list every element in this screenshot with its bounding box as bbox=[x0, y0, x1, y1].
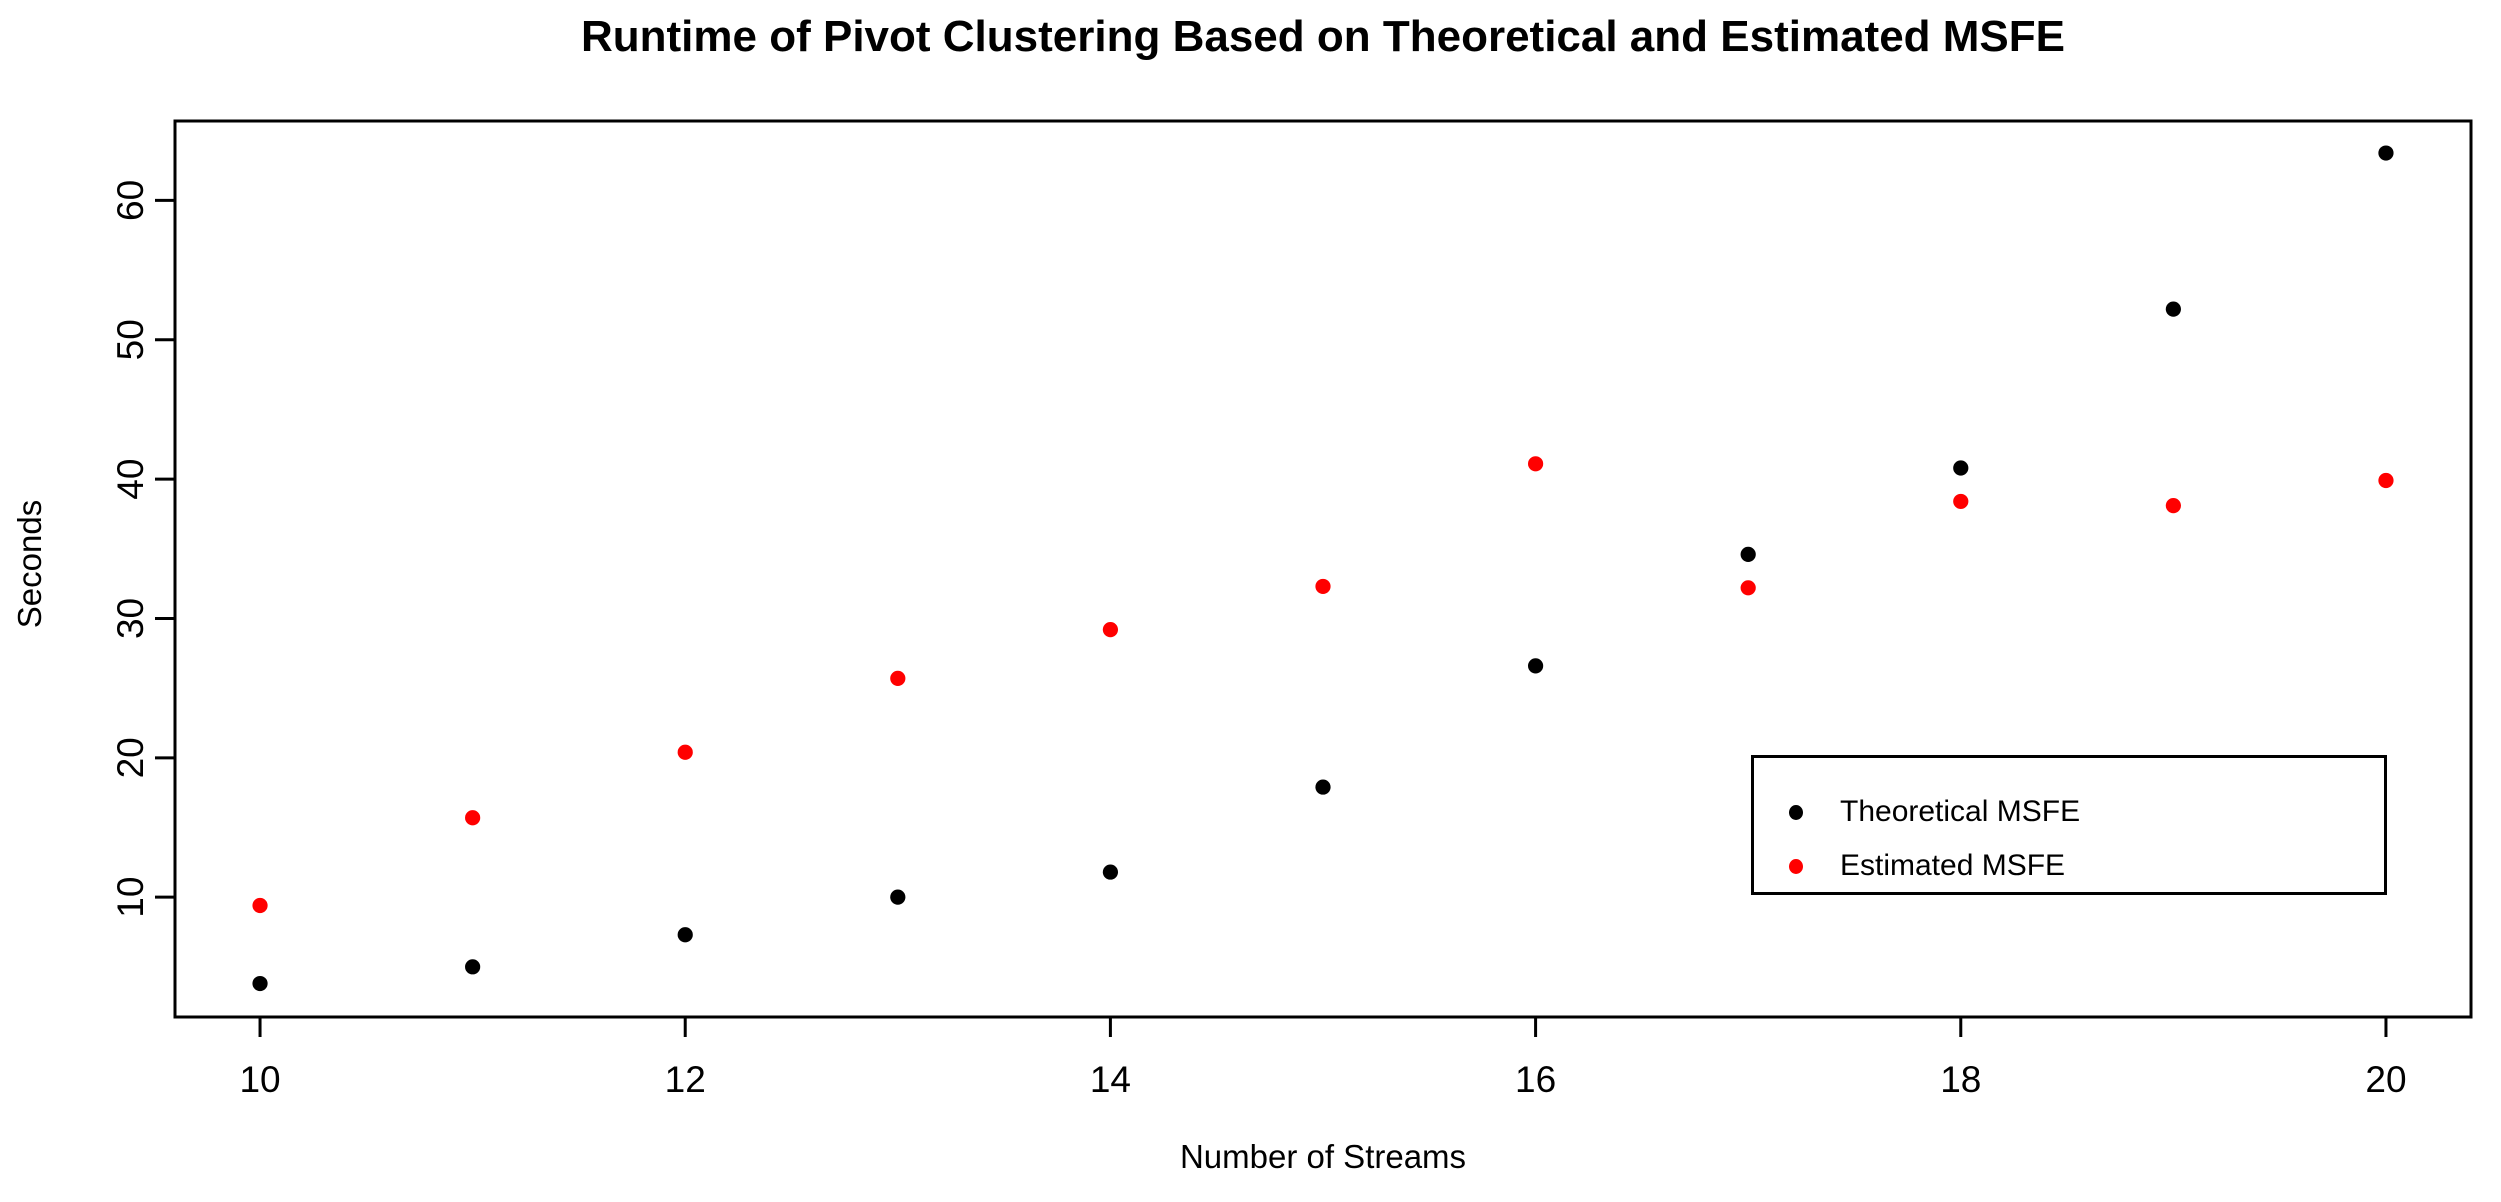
data-point-estimated-x10 bbox=[252, 897, 268, 914]
y-tick-label: 20 bbox=[110, 737, 151, 778]
legend-item-estimated: Estimated MSFE bbox=[1754, 846, 2384, 886]
data-point-theoretical-x12 bbox=[677, 927, 693, 943]
data-point-estimated-x13 bbox=[890, 670, 906, 686]
x-tick-label: 10 bbox=[239, 1059, 280, 1100]
data-point-theoretical-x14 bbox=[1102, 864, 1119, 880]
legend: Theoretical MSFE Estimated MSFE bbox=[1751, 755, 2387, 895]
data-point-estimated-x15 bbox=[1315, 578, 1331, 595]
y-tick-label: 30 bbox=[110, 598, 151, 639]
data-point-estimated-x12 bbox=[677, 744, 693, 760]
x-axis-title: Number of Streams bbox=[1179, 1138, 1467, 1175]
theoretical-series-dot-icon bbox=[1789, 804, 1803, 820]
data-point-theoretical-x13 bbox=[890, 889, 906, 905]
legend-label-estimated: Estimated MSFE bbox=[1840, 849, 2066, 882]
data-point-estimated-x11 bbox=[465, 810, 481, 826]
estimated-series-dot-icon bbox=[1789, 858, 1803, 874]
y-tick-label: 60 bbox=[110, 180, 151, 221]
plot-border bbox=[173, 119, 2473, 1019]
x-tick-label: 18 bbox=[1940, 1059, 1981, 1100]
y-tick-label: 50 bbox=[110, 319, 151, 360]
data-point-theoretical-x17 bbox=[1740, 546, 1756, 562]
data-point-theoretical-x16 bbox=[1527, 658, 1544, 674]
x-tick-label: 20 bbox=[2365, 1059, 2406, 1100]
legend-label-theoretical: Theoretical MSFE bbox=[1840, 795, 2081, 828]
data-point-theoretical-x10 bbox=[252, 975, 268, 992]
data-point-estimated-x19 bbox=[2165, 497, 2181, 514]
data-point-estimated-x16 bbox=[1527, 456, 1544, 472]
data-point-theoretical-x18 bbox=[1953, 460, 1969, 476]
y-axis-title-text: Seconds bbox=[11, 499, 48, 629]
data-point-theoretical-x20 bbox=[2378, 145, 2394, 161]
data-point-estimated-x18 bbox=[1953, 493, 1969, 510]
legend-item-theoretical: Theoretical MSFE bbox=[1754, 792, 2384, 832]
x-tick-label: 16 bbox=[1515, 1059, 1556, 1100]
data-point-theoretical-x19 bbox=[2165, 301, 2181, 317]
chart-title: Runtime of Pivot Clustering Based on The… bbox=[581, 12, 2065, 61]
x-tick-label: 14 bbox=[1090, 1059, 1131, 1100]
data-point-estimated-x14 bbox=[1102, 622, 1119, 638]
data-point-estimated-x17 bbox=[1740, 580, 1756, 596]
data-point-theoretical-x15 bbox=[1315, 779, 1331, 795]
x-tick-label: 12 bbox=[665, 1059, 706, 1100]
y-tick-label: 10 bbox=[110, 877, 151, 918]
data-point-estimated-x20 bbox=[2378, 472, 2394, 489]
y-tick-label: 40 bbox=[110, 459, 151, 500]
data-point-theoretical-x11 bbox=[465, 959, 481, 975]
